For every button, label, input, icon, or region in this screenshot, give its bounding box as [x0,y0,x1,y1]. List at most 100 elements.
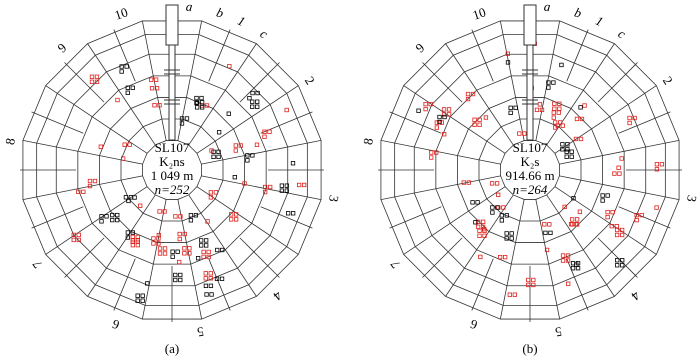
sample-mark [552,120,558,125]
sample-mark [203,271,208,276]
sample-mark [214,276,220,281]
sample-mark [480,219,486,224]
sample-mark [494,181,500,186]
sample-mark [177,236,182,242]
direction-label: b [573,5,584,21]
direction-label: 1 [235,13,247,29]
radial-line [597,62,638,103]
sample-mark [89,74,95,79]
sample-mark [442,132,447,137]
radial-line [445,43,514,146]
sample-mark [135,238,140,243]
center-disk [143,141,201,199]
sample-mark [89,79,95,84]
sample-mark [215,247,220,253]
sample-mark [128,195,134,200]
sample-mark [564,149,569,154]
sample-mark [188,218,194,223]
direction-label: 9 [54,40,69,55]
sample-mark [539,107,545,113]
sample-mark [208,190,214,195]
sample-mark [531,282,536,288]
sample-mark [615,258,620,263]
direction-label: c [615,26,628,42]
sample-mark [499,213,504,218]
sample-mark [182,246,187,251]
sample-mark [480,224,486,229]
direction-label: 6 [110,316,122,332]
sample-mark [534,107,540,113]
radial-line [31,206,84,229]
radial-line [201,139,322,165]
sample-mark [201,249,206,255]
sample-mark [92,178,98,184]
sample-mark [203,283,209,288]
sample-mark [489,181,495,186]
sample-mark [416,108,421,113]
radial-line [64,237,105,278]
sample-mark [204,292,209,297]
radial-line [559,175,680,201]
sample-mark [605,214,610,220]
sample-mark [569,217,575,222]
sample-mark [115,212,120,218]
sample-mark [119,69,124,74]
sample-mark [579,116,585,122]
radial-line [201,175,322,201]
sample-mark [632,115,637,121]
radial-line [380,139,501,165]
sample-mark [496,192,501,197]
sample-mark [213,190,219,195]
sample-mark [115,217,120,223]
sample-mark [434,120,440,125]
sample-mark [262,129,267,134]
sample-mark [178,277,183,283]
sample-mark [178,272,183,278]
sample-mark [99,219,104,224]
sample-mark [156,241,161,246]
sample-mark [582,103,587,108]
sample-mark [560,147,565,152]
sample-mark [477,228,482,233]
sample-mark [472,122,477,127]
sample-mark [423,101,428,107]
sample-mark [472,117,477,122]
radial-line [260,206,313,229]
sample-mark [614,232,620,238]
sample-mark [441,112,447,117]
sample-mark [482,228,487,233]
direction-label: 6 [468,316,480,332]
radial-line [22,175,143,201]
sample-mark [233,217,239,222]
sample-mark [199,238,204,243]
sample-mark [220,247,225,253]
sample-mark [429,155,434,160]
sample-mark [497,254,503,260]
sample-mark [565,142,570,147]
sample-mark [279,188,285,193]
sample-mark [204,103,210,108]
direction-label: 3 [326,194,342,203]
radial-line [546,194,615,297]
sample-mark [242,181,247,186]
sample-mark [201,254,206,260]
sample-mark [170,254,175,259]
sample-mark [578,136,584,142]
radial-line [566,258,589,311]
direction-label: b [215,5,226,21]
radial-line [554,85,657,154]
direction-label: 5 [554,324,563,340]
sample-mark [135,293,140,298]
sample-mark [149,86,155,91]
sample-mark [199,100,205,105]
sample-mark [437,119,442,125]
sample-mark [194,100,200,105]
sample-mark [482,233,487,238]
sample-mark [465,91,471,97]
radial-line [403,85,506,154]
sample-mark [208,271,213,276]
panel-label: (a) [165,341,179,356]
sample-mark [194,100,199,106]
sample-mark [639,212,644,218]
